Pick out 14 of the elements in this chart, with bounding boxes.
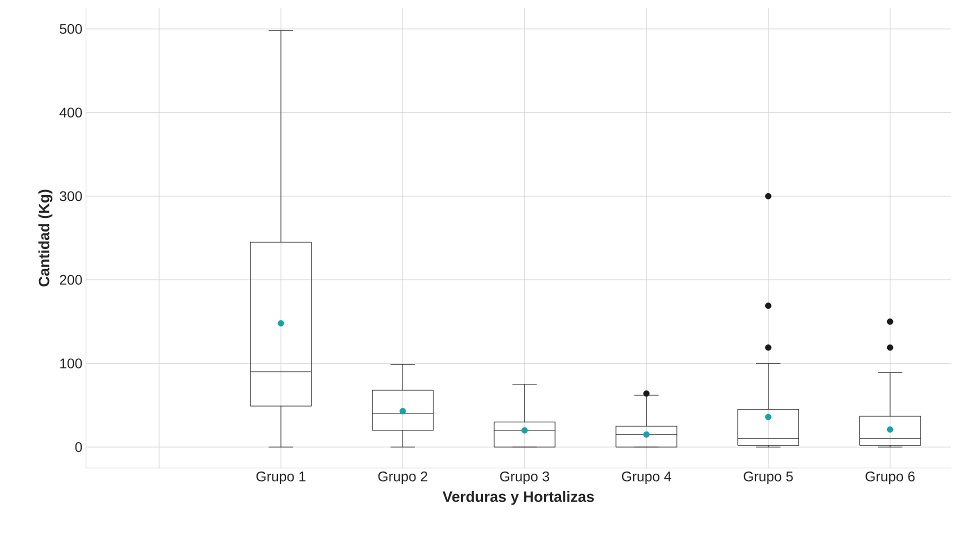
x-tick-label: Grupo 4 bbox=[622, 472, 672, 484]
x-tick-label: Grupo 3 bbox=[500, 472, 550, 484]
y-tick-label: 100 bbox=[60, 358, 82, 368]
y-tick-label: 0 bbox=[75, 442, 82, 452]
x-tick-label: Grupo 5 bbox=[744, 472, 793, 484]
x-tick-label: Grupo 6 bbox=[866, 472, 915, 484]
x-tick-label: Grupo 2 bbox=[378, 472, 428, 484]
y-tick-label: 300 bbox=[60, 191, 82, 202]
y-tick-label: 500 bbox=[60, 24, 82, 34]
x-tick-label: Grupo 1 bbox=[256, 472, 306, 484]
y-axis-title: Cantidad (Kg) bbox=[38, 190, 52, 286]
y-tick-label: 400 bbox=[60, 108, 82, 118]
y-tick-label: 200 bbox=[60, 274, 82, 285]
x-axis-title: Verduras y Hortalizas bbox=[442, 490, 594, 505]
